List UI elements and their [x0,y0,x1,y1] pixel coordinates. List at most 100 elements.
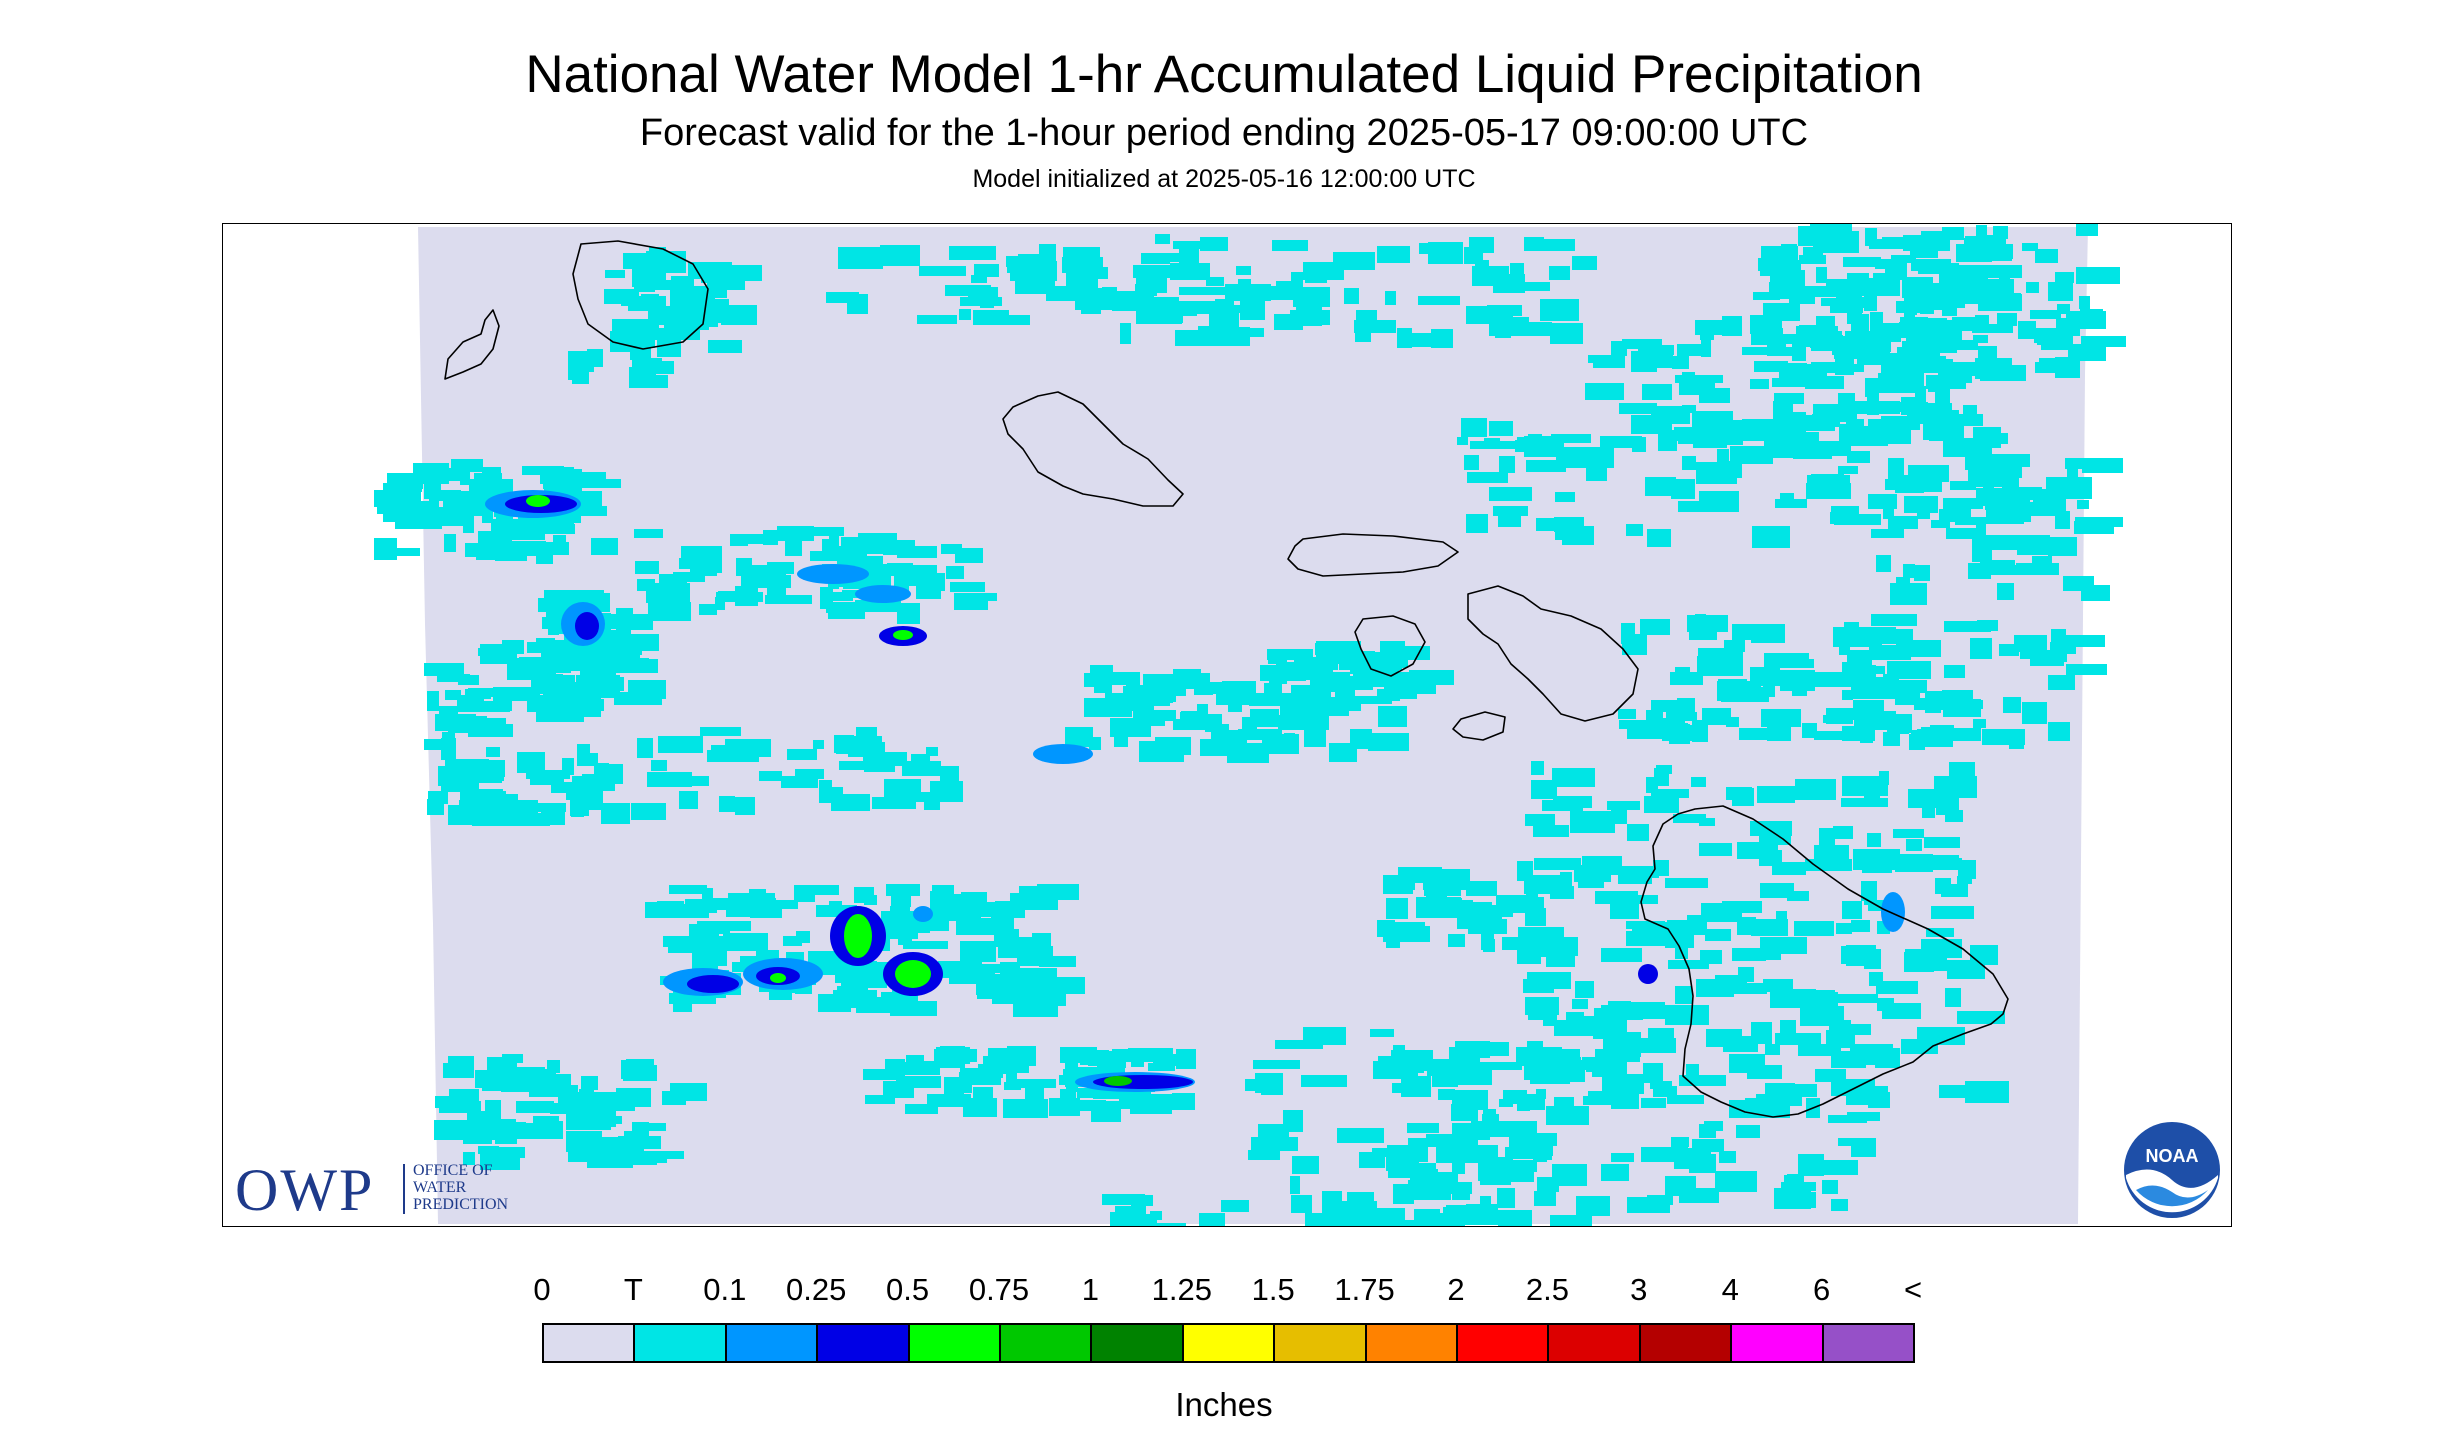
precip-cell [1904,301,1915,320]
precip-cell [765,595,812,604]
precip-cell [1794,921,1834,936]
precip-cell [1139,698,1170,706]
precip-cell [424,663,464,676]
precip-cell [468,688,512,697]
precip-cell [1968,244,2013,259]
precip-cell [1844,627,1857,640]
precip-cell [502,640,524,654]
precip-cell [708,340,742,353]
precip-cell [1476,1062,1522,1070]
precip-cell [692,950,727,966]
precip-cell [707,271,745,290]
precip-cell [1588,355,1624,363]
precip-cell [1221,1200,1249,1212]
precip-cell [1438,1089,1455,1100]
precip-cell [1039,956,1076,967]
precip-cell [1622,339,1662,349]
precip-cell [1206,277,1224,286]
precip-cell [582,774,615,791]
precip-cell [1348,681,1373,690]
precip-cell [795,769,824,779]
precip-cell [1347,1192,1374,1202]
precip-cell [2022,243,2038,251]
precip-cell [1393,1184,1414,1204]
precip-cell [1148,1063,1175,1071]
precip-cell [907,1061,936,1069]
precip-cell [1155,234,1170,244]
precip-cell [657,335,681,357]
precip-cell [1658,430,1677,451]
precip-cell [1924,837,1960,848]
precip-cell [551,782,588,793]
precip-cell [1750,315,1782,334]
precip-cell [1957,414,1983,426]
precip-core [895,960,931,988]
precip-cell [936,1047,970,1064]
precip-core [687,975,739,993]
noaa-logo-icon: NOAA [2124,1122,2220,1218]
coastline-kahoolawe [1452,711,1506,741]
precip-cell [1441,1219,1459,1226]
precip-cell [1248,1150,1280,1160]
precip-cell [1972,324,2013,333]
precip-cell [550,1103,584,1114]
precip-cell [1555,526,1592,540]
precip-cell [1868,900,1894,911]
precip-cell [1767,425,1802,434]
precip-cell [1489,487,1532,501]
precip-cell [854,887,874,903]
precip-cell [1432,1067,1458,1087]
precip-cell [1763,979,1793,992]
precip-cell [1472,266,1509,286]
legend-tick-label: 1.5 [1251,1272,1295,1307]
precip-cell [1570,811,1615,833]
precip-cell [1653,1086,1677,1097]
precip-cell [546,1121,563,1139]
precip-cell [1839,641,1850,655]
precip-cell [1838,1138,1861,1146]
legend-tick-label: 1.25 [1151,1272,1212,1307]
precip-cell [1329,743,1357,762]
precip-cell [1534,1145,1552,1160]
precip-cell [1715,1171,1757,1192]
precip-cell [631,803,666,820]
precip-cell [1493,506,1528,516]
precip-cell [448,805,474,825]
precip-core [1638,964,1658,984]
legend-swatch [1181,1323,1276,1363]
precip-cell [648,602,691,621]
precip-cell [1770,273,1793,295]
precip-cell [1554,1020,1601,1036]
precip-cell [1611,341,1627,356]
precip-cell [1687,915,1707,935]
precip-cell [2076,224,2098,236]
precip-cell [2067,463,2078,481]
precip-cell [435,714,476,731]
precip-cell [1699,1124,1716,1138]
precip-cell [1942,303,1957,316]
precip-cell [1937,320,1972,331]
precip-core [526,495,550,507]
precip-cell [1322,1203,1344,1214]
legend-tick-label: T [623,1272,643,1307]
precip-cell [1945,810,1963,822]
precip-cell [697,921,730,934]
precip-cell [917,315,957,324]
precip-cell [2046,477,2092,499]
precip-cell [469,701,510,712]
precip-cell [2026,282,2039,293]
precip-cell [596,1097,635,1111]
model-init-text: Model initialized at 2025-05-16 12:00:00… [972,165,1476,193]
precip-cell [1489,1121,1537,1134]
precip-cell [1559,1049,1580,1065]
precip-cell [865,962,886,979]
precip-cell [1888,430,1911,444]
precip-cell [1911,259,1951,271]
precip-cell [2009,730,2024,749]
precip-cell [1115,1206,1146,1226]
precip-cell [1228,695,1265,705]
precip-cell [1385,291,1396,305]
precip-cell [1560,872,1572,889]
legend-swatch [1273,1323,1367,1363]
precip-cell [2032,556,2052,564]
